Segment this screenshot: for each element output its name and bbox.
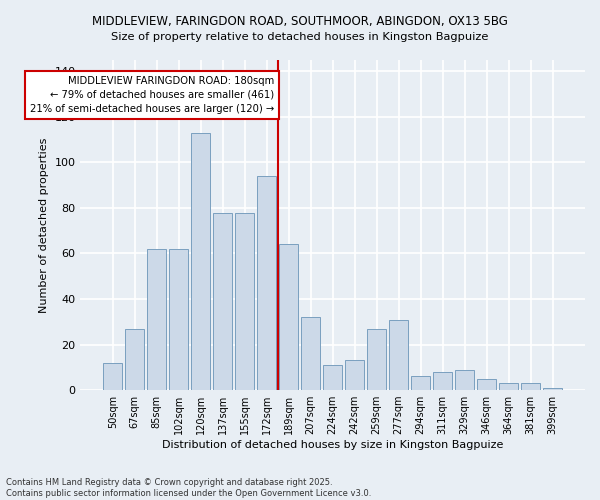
Bar: [257, 176, 276, 390]
Bar: [148, 249, 166, 390]
Bar: [455, 370, 474, 390]
Bar: [499, 384, 518, 390]
Bar: [544, 388, 562, 390]
Text: Contains HM Land Registry data © Crown copyright and database right 2025.
Contai: Contains HM Land Registry data © Crown c…: [6, 478, 371, 498]
Text: MIDDLEVIEW, FARINGDON ROAD, SOUTHMOOR, ABINGDON, OX13 5BG: MIDDLEVIEW, FARINGDON ROAD, SOUTHMOOR, A…: [92, 15, 508, 28]
Bar: [103, 363, 122, 390]
Text: MIDDLEVIEW FARINGDON ROAD: 180sqm
← 79% of detached houses are smaller (461)
21%: MIDDLEVIEW FARINGDON ROAD: 180sqm ← 79% …: [30, 76, 274, 114]
Bar: [521, 384, 540, 390]
Bar: [301, 317, 320, 390]
Bar: [125, 328, 144, 390]
Bar: [191, 133, 210, 390]
Bar: [389, 320, 408, 390]
Bar: [478, 378, 496, 390]
Bar: [235, 212, 254, 390]
Bar: [412, 376, 430, 390]
Bar: [433, 372, 452, 390]
Bar: [367, 328, 386, 390]
Bar: [280, 244, 298, 390]
Text: Size of property relative to detached houses in Kingston Bagpuize: Size of property relative to detached ho…: [112, 32, 488, 42]
Bar: [323, 365, 342, 390]
Bar: [214, 212, 232, 390]
Y-axis label: Number of detached properties: Number of detached properties: [39, 138, 49, 312]
X-axis label: Distribution of detached houses by size in Kingston Bagpuize: Distribution of detached houses by size …: [162, 440, 503, 450]
Bar: [169, 249, 188, 390]
Bar: [346, 360, 364, 390]
